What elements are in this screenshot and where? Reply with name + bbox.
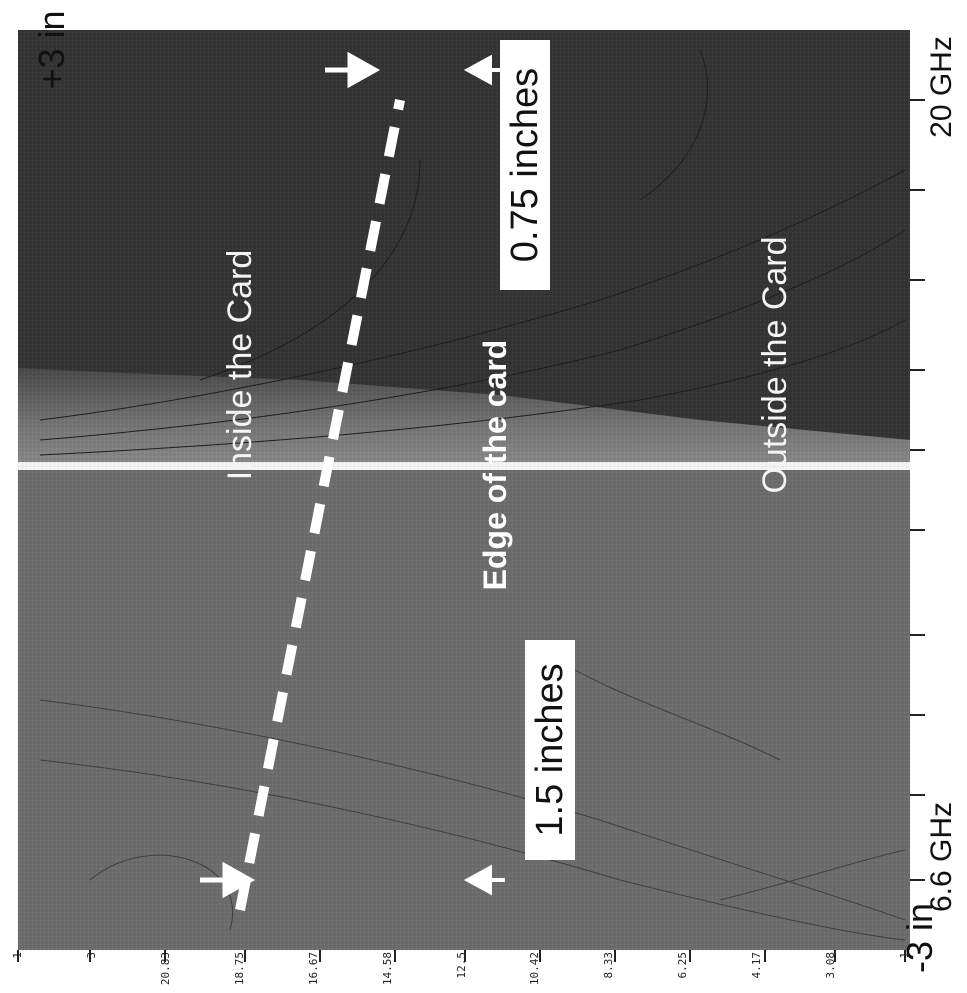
position-tick-label: 20.83 [159,952,173,992]
position-tick-label: 1 [11,952,25,992]
position-tick-label: 8.33 [602,952,616,992]
position-tick-label: 18.75 [233,952,247,992]
freq-end-label: 20 GHz [925,27,959,147]
axis-bottom-label: -3 in [900,888,940,988]
position-tick-label: 6.25 [676,952,690,992]
position-tick-label: 4.17 [750,952,764,992]
position-tick-label: 10.42 [528,952,542,992]
position-tick-label: 12.5 [455,952,469,992]
edge-of-card-label: Edge of the card [475,315,515,615]
outside-card-label: Outside the Card [755,205,795,525]
axis-top-label: +3 in [32,0,72,100]
label-0-75-inches: 0.75 inches [500,40,550,290]
position-tick-label: 3.08 [824,952,838,992]
position-tick-label: 3 [85,952,99,992]
inside-card-label: Inside the Card [220,215,260,515]
freq-ticks [910,100,925,880]
position-tick-label: 14.58 [381,952,395,992]
label-1-5-inches: 1.5 inches [525,640,575,860]
position-tick-label: 16.67 [307,952,321,992]
